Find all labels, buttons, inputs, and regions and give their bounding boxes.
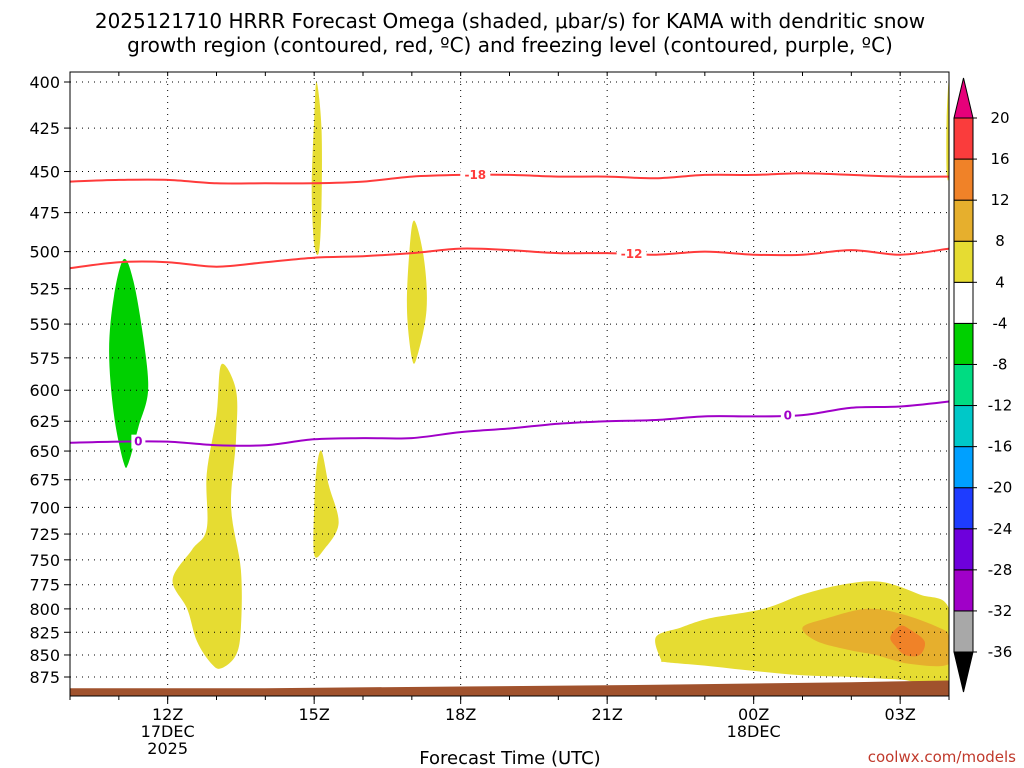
- x-tick-label: 2025: [147, 739, 188, 758]
- y-tick-label: 800: [29, 600, 60, 619]
- omega-region: [890, 625, 926, 657]
- terrain-fill: [70, 680, 949, 696]
- omega-regions: [89, 80, 949, 687]
- colorbar-tick-label: -8: [993, 355, 1008, 373]
- colorbar-band: [953, 405, 974, 448]
- contour-line: [69, 247, 950, 270]
- x-tick-label: 12Z: [152, 705, 183, 724]
- omega-region: [313, 450, 339, 558]
- y-tick-label: 775: [29, 576, 60, 595]
- contour-label: 0: [784, 408, 792, 422]
- colorbar-band: [953, 322, 974, 365]
- colorbar-tick-label: 8: [995, 232, 1005, 250]
- colorbar-high-arrow: [953, 77, 974, 119]
- y-tick-label: 450: [29, 163, 60, 182]
- contour-label-bg: [616, 246, 647, 261]
- temperature-contours: -18 -12 0 0: [69, 167, 950, 449]
- colorbar-band: [953, 528, 974, 571]
- y-tick-label: 475: [29, 204, 60, 223]
- terrain-strip: [70, 680, 949, 696]
- contour-label-bg: [780, 408, 795, 423]
- grid-lines: [69, 72, 950, 696]
- colorbar-tick-label: 4: [995, 273, 1005, 291]
- contour-line: [69, 172, 950, 185]
- contour-label-bg: [460, 167, 491, 182]
- colorbar-tick-label: -12: [988, 397, 1013, 415]
- omega-region: [655, 581, 949, 687]
- contour-label-bg: [131, 434, 146, 449]
- colorbar-tick-label: -16: [988, 438, 1013, 456]
- y-tick-label: 875: [29, 668, 60, 687]
- colorbar-band: [953, 487, 974, 530]
- colorbar-low-arrow: [953, 651, 974, 693]
- colorbar-tick-label: -4: [993, 314, 1008, 332]
- colorbar-band: [953, 446, 974, 489]
- y-tick-label: 625: [29, 412, 60, 431]
- colorbar-tick-label: 12: [990, 191, 1009, 209]
- colorbar-band: [953, 117, 974, 160]
- colorbar-band: [953, 363, 974, 407]
- y-tick-label: 725: [29, 525, 60, 544]
- colorbar: -36 -32 -28 -24 -20 -16 -12 -8 -4 4 8 12 16 20: [953, 77, 1013, 693]
- colorbar-tick-label: -32: [988, 602, 1013, 620]
- colorbar-tick-label: -24: [988, 520, 1013, 538]
- omega-region: [172, 363, 242, 669]
- omega-region: [255, 80, 286, 214]
- x-tick-label: 18Z: [445, 705, 476, 724]
- contour-label: 0: [134, 435, 142, 449]
- x-tick-label: 03Z: [885, 705, 916, 724]
- x-tick-label: 21Z: [592, 705, 623, 724]
- omega-region: [109, 258, 149, 468]
- chart-title: 2025121710 HRRR Forecast Omega (shaded, …: [95, 9, 925, 57]
- y-tick-label: 600: [29, 381, 60, 400]
- y-tick-label: 525: [29, 280, 60, 299]
- omega-region: [265, 489, 280, 571]
- colorbar-tick-label: -28: [988, 561, 1013, 579]
- title-line-1: 2025121710 HRRR Forecast Omega (shaded, …: [95, 9, 925, 33]
- y-tick-label: 675: [29, 471, 60, 490]
- omega-region: [406, 220, 427, 364]
- colorbar-band: [953, 610, 974, 653]
- y-tick-label: 700: [29, 498, 60, 517]
- colorbar-tick-label: -20: [988, 479, 1013, 497]
- y-tick-label: 575: [29, 349, 60, 368]
- omega-region: [880, 81, 916, 328]
- y-tick-label: 750: [29, 551, 60, 570]
- colorbar-band: [953, 199, 974, 242]
- colorbar-band: [953, 569, 974, 612]
- credit-text: coolwx.com/models: [868, 748, 1016, 766]
- title-line-2: growth region (contoured, red, ºC) and f…: [127, 33, 893, 57]
- y-tick-label: 650: [29, 442, 60, 461]
- colorbar-band: [953, 158, 974, 201]
- y-tick-label: 850: [29, 646, 60, 665]
- omega-region: [311, 81, 322, 255]
- x-tick-label: 17DEC: [141, 722, 195, 741]
- y-tick-label: 825: [29, 623, 60, 642]
- colorbar-band: [953, 281, 974, 324]
- x-tick-label: 00Z: [738, 705, 769, 724]
- contour-label: -18: [464, 168, 486, 182]
- x-axis-label: Forecast Time (UTC): [419, 748, 600, 768]
- omega-region: [946, 80, 949, 181]
- colorbar-tick-label: 16: [990, 150, 1009, 168]
- contour-line: [69, 400, 950, 447]
- y-tick-label: 500: [29, 243, 60, 262]
- y-tick-label: 550: [29, 315, 60, 334]
- omega-region: [941, 361, 949, 451]
- pressure-axis: 400 425 450 475 500 525 550 575 600 625 650 675 700 7…: [29, 73, 70, 687]
- x-tick-label: 18DEC: [727, 722, 781, 741]
- colorbar-tick-label: -36: [988, 643, 1013, 661]
- omega-shading: [89, 80, 949, 687]
- omega-region: [738, 433, 832, 550]
- y-tick-label: 400: [29, 73, 60, 92]
- x-tick-label: 15Z: [299, 705, 330, 724]
- colorbar-tick-label: 20: [990, 109, 1009, 127]
- contour-label: -12: [621, 247, 643, 261]
- y-tick-label: 425: [29, 119, 60, 138]
- colorbar-band: [953, 240, 974, 283]
